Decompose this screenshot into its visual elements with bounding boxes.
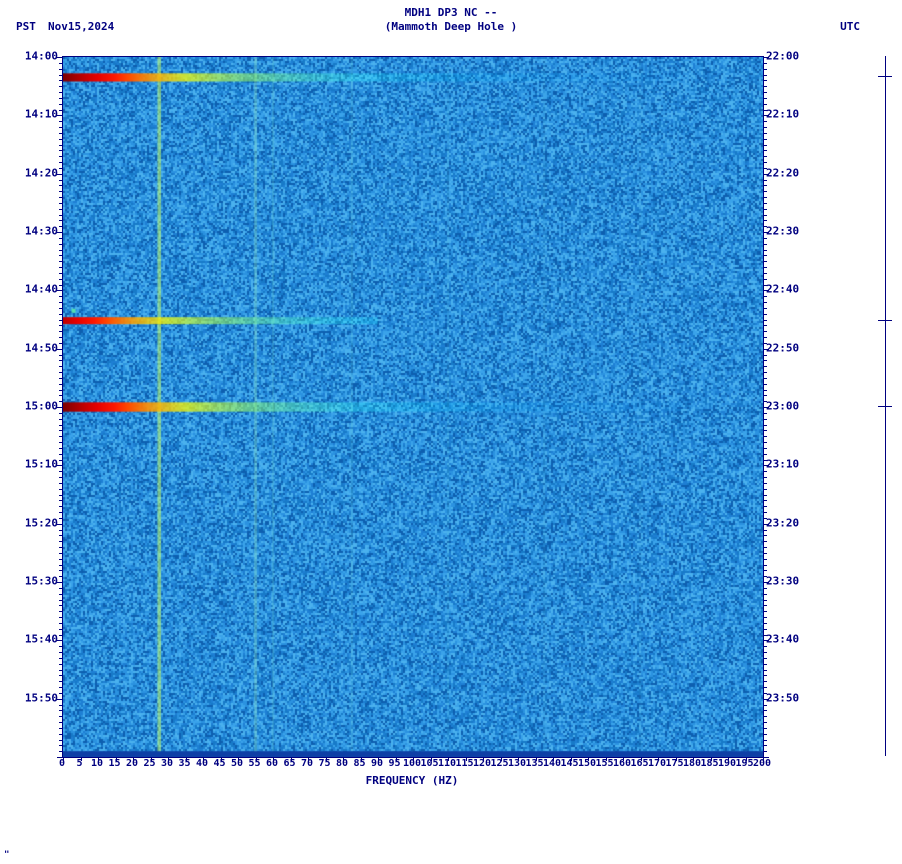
ytick-right-label: 23:30 [766, 575, 799, 588]
ytick-right-label: 22:40 [766, 283, 799, 296]
xtick-label: 140 [543, 758, 561, 769]
xtick-label: 70 [301, 758, 313, 769]
xtick-label: 45 [213, 758, 225, 769]
footer-mark: " [4, 850, 9, 860]
chart-title: MDH1 DP3 NC -- (Mammoth Deep Hole ) [0, 6, 902, 35]
xtick-label: 80 [336, 758, 348, 769]
ytick-left-label: 14:40 [25, 283, 58, 296]
xtick-label: 130 [508, 758, 526, 769]
xtick-label: 185 [700, 758, 718, 769]
xtick-label: 10 [91, 758, 103, 769]
xtick-label: 0 [59, 758, 65, 769]
xtick-label: 175 [665, 758, 683, 769]
xaxis-title: FREQUENCY (HZ) [62, 774, 762, 787]
ytick-left-label: 15:30 [25, 575, 58, 588]
xtick-label: 95 [388, 758, 400, 769]
ytick-left-label: 15:50 [25, 691, 58, 704]
xtick-label: 15 [108, 758, 120, 769]
spectrogram-figure: MDH1 DP3 NC -- (Mammoth Deep Hole ) PST … [0, 0, 902, 864]
xtick-label: 40 [196, 758, 208, 769]
ytick-right-label: 23:00 [766, 400, 799, 413]
xtick-label: 145 [560, 758, 578, 769]
title-line1: MDH1 DP3 NC -- [0, 6, 902, 20]
ytick-left-label: 15:10 [25, 458, 58, 471]
ytick-right-label: 22:30 [766, 225, 799, 238]
xtick-label: 35 [178, 758, 190, 769]
xtick-label: 100 [403, 758, 421, 769]
ytick-right-label: 22:50 [766, 341, 799, 354]
ytick-right-label: 22:20 [766, 166, 799, 179]
xtick-label: 105 [420, 758, 438, 769]
xtick-label: 115 [455, 758, 473, 769]
xtick-label: 55 [248, 758, 260, 769]
xtick-label: 135 [525, 758, 543, 769]
xtick-label: 170 [648, 758, 666, 769]
xtick-label: 190 [718, 758, 736, 769]
xtick-label: 5 [76, 758, 82, 769]
title-line2: (Mammoth Deep Hole ) [0, 20, 902, 34]
xtick-label: 165 [630, 758, 648, 769]
ytick-right-label: 23:20 [766, 516, 799, 529]
ytick-right-label: 23:10 [766, 458, 799, 471]
ytick-left-label: 15:40 [25, 633, 58, 646]
ytick-left-label: 14:10 [25, 108, 58, 121]
ytick-right-label: 22:00 [766, 50, 799, 63]
xtick-label: 150 [578, 758, 596, 769]
xtick-label: 60 [266, 758, 278, 769]
ytick-right-label: 23:50 [766, 691, 799, 704]
xtick-label: 25 [143, 758, 155, 769]
plot-area [62, 56, 764, 758]
xtick-label: 160 [613, 758, 631, 769]
timezone-left-label: PST [16, 20, 36, 33]
xtick-label: 65 [283, 758, 295, 769]
ytick-left-label: 14:30 [25, 225, 58, 238]
ytick-left-label: 14:50 [25, 341, 58, 354]
xtick-label: 75 [318, 758, 330, 769]
ytick-left-label: 14:00 [25, 50, 58, 63]
xtick-label: 30 [161, 758, 173, 769]
xtick-label: 155 [595, 758, 613, 769]
xtick-label: 195 [735, 758, 753, 769]
xtick-label: 90 [371, 758, 383, 769]
xtick-label: 50 [231, 758, 243, 769]
xtick-label: 180 [683, 758, 701, 769]
xtick-label: 120 [473, 758, 491, 769]
timezone-right-label: UTC [840, 20, 860, 33]
ytick-right-label: 23:40 [766, 633, 799, 646]
ytick-left-label: 14:20 [25, 166, 58, 179]
ytick-right-label: 22:10 [766, 108, 799, 121]
xtick-label: 20 [126, 758, 138, 769]
ytick-left-label: 15:20 [25, 516, 58, 529]
xtick-label: 110 [438, 758, 456, 769]
yaxis-right-labels: 22:0022:1022:2022:3022:4022:5023:0023:10… [762, 56, 832, 756]
event-marker-bar [875, 56, 900, 756]
xtick-label: 85 [353, 758, 365, 769]
date-label: Nov15,2024 [48, 20, 114, 33]
xtick-label: 200 [753, 758, 771, 769]
spectrogram-canvas [63, 57, 763, 757]
xtick-label: 125 [490, 758, 508, 769]
yaxis-left-labels: 14:0014:1014:2014:3014:4014:5015:0015:10… [0, 56, 62, 756]
ytick-left-label: 15:00 [25, 400, 58, 413]
